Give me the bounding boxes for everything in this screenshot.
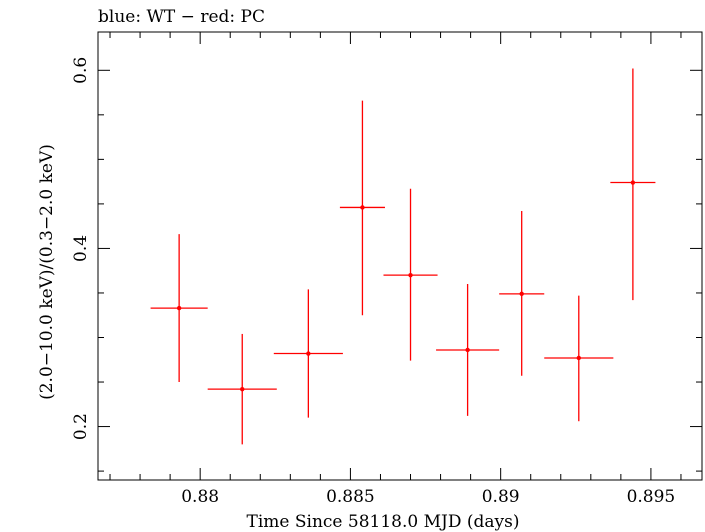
data-point	[339, 100, 385, 316]
x-axis-label: Time Since 58118.0 MJD (days)	[247, 512, 520, 532]
data-point	[383, 188, 438, 361]
data-point	[610, 68, 656, 301]
x-tick-label: 0.895	[627, 487, 676, 507]
data-point	[544, 295, 614, 422]
point-marker	[306, 351, 311, 356]
data-point	[499, 211, 545, 376]
data-series	[150, 68, 656, 445]
chart-title: blue: WT − red: PC	[98, 7, 265, 27]
point-marker	[630, 180, 636, 185]
x-tick-label: 0.89	[482, 487, 520, 507]
x-tick-label: 0.88	[181, 487, 219, 507]
data-point	[150, 234, 208, 383]
point-marker	[465, 347, 470, 353]
y-axis-label: (2.0−10.0 keV)/(0.3−2.0 keV)	[37, 144, 57, 400]
point-marker	[176, 305, 182, 311]
x-axis: 0.88 0.885 0.89 0.895	[109, 32, 682, 507]
y-tick-label: 0.4	[71, 235, 91, 262]
data-point	[273, 289, 343, 418]
data-point	[436, 284, 500, 416]
y-tick-label: 0.2	[71, 413, 91, 440]
data-point	[207, 333, 277, 445]
point-marker	[519, 291, 524, 297]
y-tick-label: 0.6	[71, 57, 91, 84]
y-axis: 0.2 0.4 0.6	[71, 57, 702, 472]
point-marker	[360, 205, 365, 210]
point-marker	[240, 386, 245, 392]
x-tick-label: 0.885	[326, 487, 375, 507]
point-marker	[408, 272, 413, 278]
plot-frame	[97, 31, 703, 481]
point-marker	[576, 355, 581, 361]
